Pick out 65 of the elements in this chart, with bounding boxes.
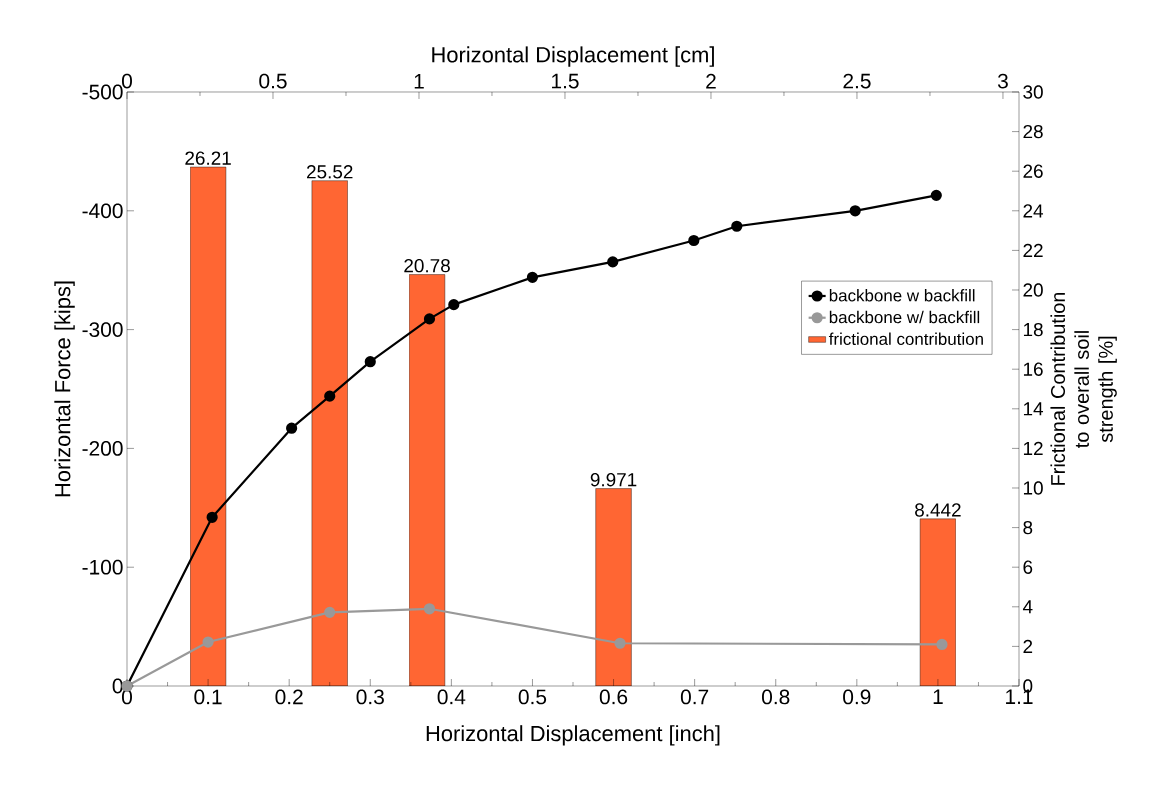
point — [930, 189, 942, 201]
point — [423, 603, 436, 615]
x-tick-label: 0.8 — [762, 689, 790, 705]
x2-axis-title: Horizontal Displacement [cm] — [432, 46, 714, 67]
point — [206, 511, 218, 523]
point — [614, 637, 626, 649]
y2-tick-label: 18 — [1023, 322, 1043, 337]
data-label: 8.442 — [915, 503, 961, 517]
point — [936, 638, 948, 651]
x-axis-title: Horizontal Displacement [inch] — [426, 725, 720, 746]
point — [731, 220, 743, 232]
x-tick-label: 0.5 — [518, 689, 547, 705]
y2-tick-label: 30 — [1023, 85, 1043, 99]
point — [688, 234, 700, 247]
y2-tick-label: 8 — [1023, 520, 1033, 535]
y-axis-title: Horizontal Force [kips] — [54, 281, 75, 497]
y2-tick-label: 2 — [1023, 639, 1033, 654]
point — [364, 356, 376, 368]
point — [286, 422, 298, 434]
x-tick-label: 0.6 — [599, 689, 628, 705]
point — [202, 636, 214, 648]
x2-tick-label: 2 — [706, 73, 716, 89]
x-tick-label: 0.1 — [194, 689, 222, 705]
x-tick-label: 0.9 — [843, 689, 871, 705]
x-tick-label: 0.2 — [275, 689, 303, 705]
x-tick-label: 0.4 — [437, 689, 466, 705]
legend-label: backbone w/ backfill — [829, 310, 980, 324]
y2-tick-label: 26 — [1023, 164, 1043, 178]
y2-axis-title: Frictional Contribution to overall soil strength [%] — [1050, 292, 1117, 485]
legend-label: backbone w backfill — [829, 289, 975, 302]
y2-tick-label: 12 — [1023, 441, 1043, 456]
y-tick-label: -200 — [82, 441, 123, 456]
y2-tick-label: 24 — [1023, 204, 1044, 218]
x2-tick-label: 1.5 — [552, 73, 579, 89]
y2-tick-label: 20 — [1023, 283, 1043, 297]
point — [607, 256, 619, 268]
y-tick-label: -500 — [82, 84, 123, 100]
y2-tick-label: 22 — [1023, 243, 1043, 258]
data-label: 26.21 — [185, 151, 231, 165]
point — [324, 606, 336, 618]
x-tick-label: 1 — [933, 689, 943, 704]
x2-tick-label: 0.5 — [259, 73, 287, 89]
point — [448, 299, 460, 311]
y-tick-label: -100 — [82, 559, 123, 575]
legend-label: frictional contribution — [828, 332, 983, 346]
point — [324, 390, 336, 402]
point — [526, 271, 539, 283]
data-label: 25.52 — [307, 165, 353, 179]
y2-tick-label: 16 — [1023, 362, 1043, 376]
y2-tick-label: 28 — [1023, 124, 1043, 139]
data-label: 9.971 — [590, 472, 637, 487]
y2-tick-label: 10 — [1023, 481, 1043, 495]
y2-tick-label: 6 — [1023, 560, 1033, 574]
point — [423, 313, 436, 325]
x2-tick-label: 1 — [414, 74, 424, 89]
x-tick-label: 0.3 — [356, 689, 384, 705]
y-tick-label: -300 — [82, 322, 123, 338]
point — [849, 205, 861, 217]
x2-tick-label: 3 — [997, 73, 1008, 89]
x2-tick-label: 2.5 — [843, 73, 871, 89]
y2-tick-label: 4 — [1022, 600, 1033, 614]
data-label: 20.78 — [404, 258, 450, 273]
y2-tick-label: 14 — [1023, 402, 1044, 416]
y-tick-label: -400 — [82, 203, 123, 219]
x-tick-label: 0.7 — [680, 689, 709, 705]
